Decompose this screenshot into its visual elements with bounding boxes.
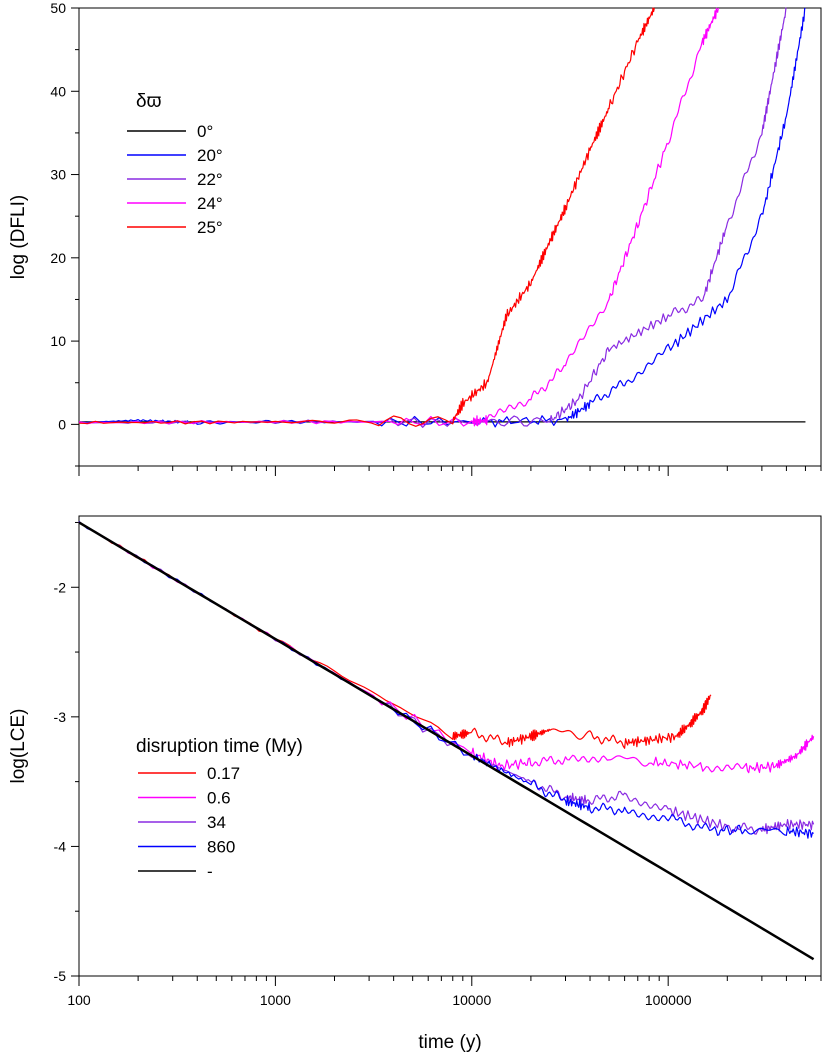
lce-series: [78, 521, 815, 961]
legend-label: 22°: [197, 170, 223, 189]
series-line-dfli-4: [78, 7, 655, 427]
dfli-panel: 0 10 20 30 40 50 log (DFLI) δϖ 0° 20° 22° 24° 25°: [8, 0, 822, 476]
y-tick-label: -5: [54, 968, 67, 984]
x-tick-label: 100000: [645, 992, 692, 1008]
y-tick-label: 10: [50, 333, 66, 349]
x-tick-label: 1000: [260, 992, 291, 1008]
series-line-lce-3: [78, 521, 814, 839]
x-tick-label: 10000: [452, 992, 491, 1008]
dfli-x-ticks: [78, 466, 822, 476]
legend-label: 0.17: [207, 764, 240, 783]
legend-label: 860: [207, 838, 235, 857]
lce-panel: 100 1000 10000 100000 -5 -4 -3 -2 log(LCE) tim…: [8, 515, 822, 1053]
dfli-y-axis-title: log (DFLI): [8, 195, 29, 279]
y-tick-label: 20: [50, 250, 66, 266]
dfli-plot-frame: [78, 7, 822, 467]
lce-plot-frame: [78, 515, 822, 977]
dfli-series: [78, 7, 806, 428]
lce-legend-title: disruption time (My): [136, 736, 303, 757]
y-tick-label: -3: [54, 709, 67, 725]
legend-label: 0.6: [207, 789, 231, 808]
lce-legend: disruption time (My) 0.17 0.6 34 860 -: [136, 736, 303, 881]
series-line-lce-2: [78, 521, 815, 835]
y-tick-label: 40: [50, 83, 66, 99]
x-tick-label: 100: [67, 992, 91, 1008]
series-line-dfli-1: [78, 7, 806, 428]
legend-label: 0°: [197, 122, 213, 141]
y-tick-label: -2: [54, 579, 67, 595]
series-line-lce-1: [78, 521, 815, 774]
legend-label: 34: [207, 813, 226, 832]
series-line-dfli-2: [78, 7, 787, 428]
lce-x-ticks: 100 1000 10000 100000: [67, 976, 822, 1008]
dfli-legend-title: δϖ: [136, 91, 162, 112]
legend-label: 24°: [197, 194, 223, 213]
y-tick-label: -4: [54, 838, 67, 854]
y-tick-label: 30: [50, 167, 66, 183]
series-line-lce-4: [78, 521, 815, 961]
dfli-y-ticks: 0 10 20 30 40 50: [50, 0, 79, 467]
series-line-lce-0: [78, 521, 712, 749]
dfli-legend: δϖ 0° 20° 22° 24° 25°: [127, 91, 223, 237]
series-line-dfli-3: [78, 7, 719, 427]
legend-label: -: [207, 862, 213, 881]
legend-label: 25°: [197, 218, 223, 237]
lce-y-ticks: -5 -4 -3 -2: [54, 521, 79, 984]
legend-label: 20°: [197, 146, 223, 165]
lce-x-axis-title: time (y): [418, 1032, 481, 1053]
lce-y-axis-title: log(LCE): [8, 709, 29, 784]
y-tick-label: 0: [58, 416, 66, 432]
y-tick-label: 50: [50, 0, 66, 16]
